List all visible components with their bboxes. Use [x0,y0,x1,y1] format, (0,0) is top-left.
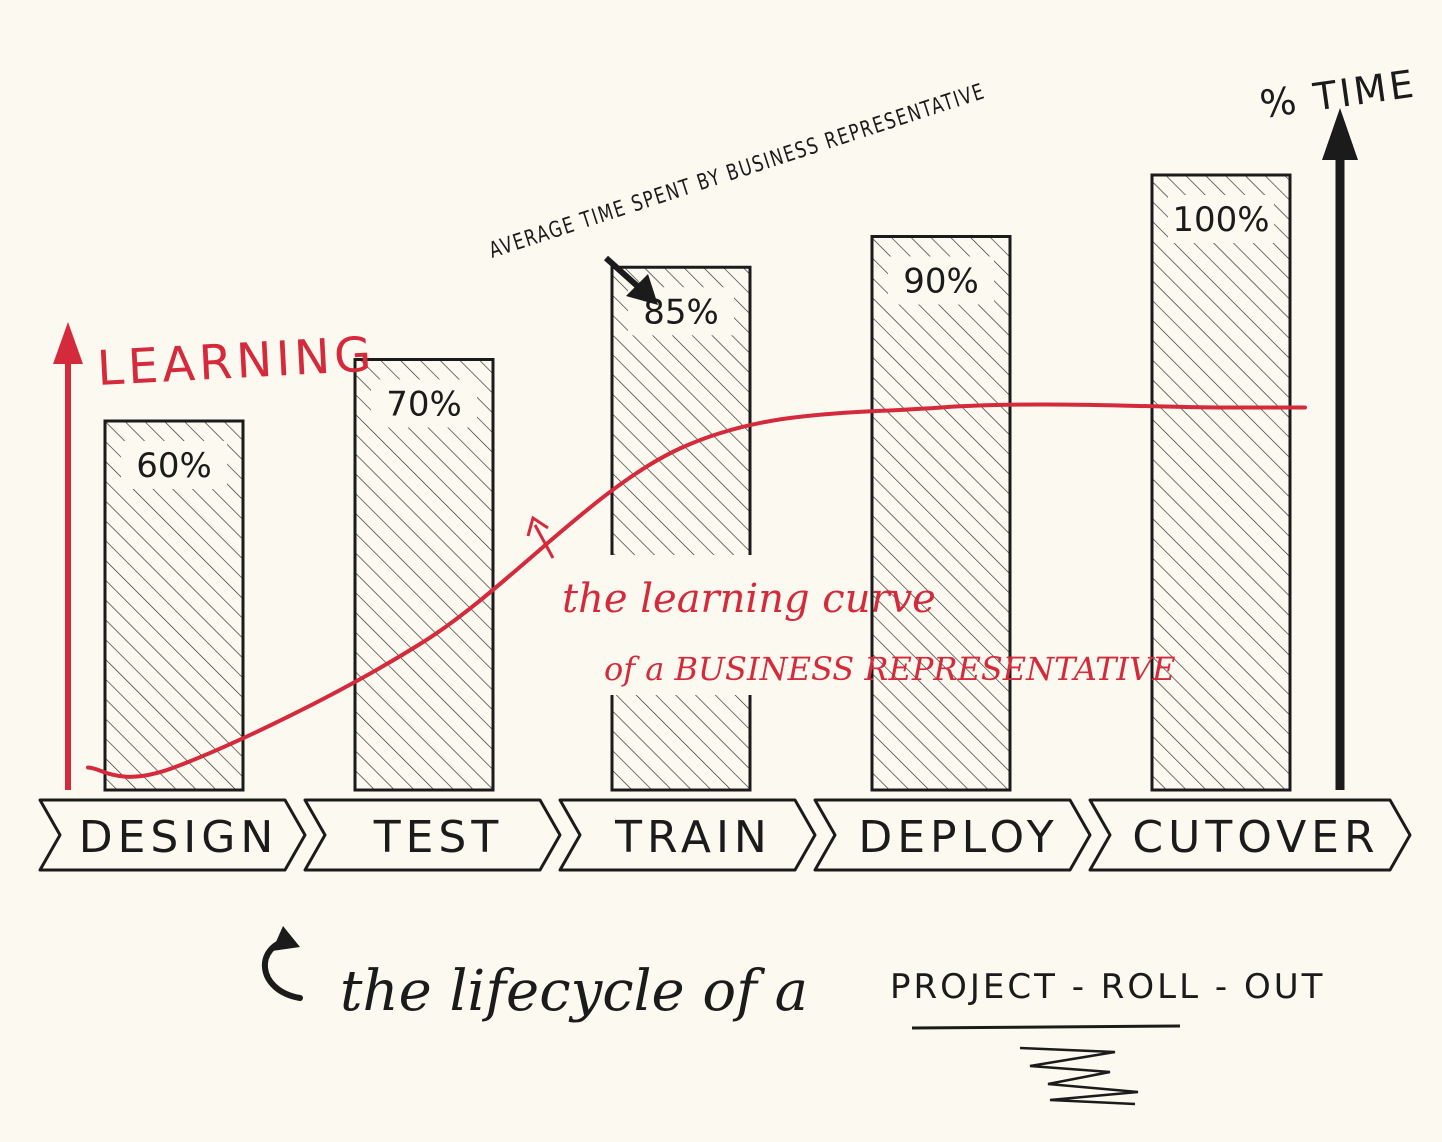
bar-value-label-test: 70% [386,385,462,425]
learning-axis [53,322,83,790]
bar-train [610,265,752,792]
phase-train [558,798,817,872]
annotation-arrow-icon [603,255,658,305]
bar-label-backdrop-cutover [1168,195,1274,243]
curve-annotation-line1: the learning curve [562,576,936,622]
phase-test [303,798,562,872]
time-axis [1322,108,1358,790]
bar-label-backdrop-design [121,441,227,489]
caption-curl-arrow-icon [262,926,303,1001]
learning-axis-label: LEARNING [96,326,377,396]
curve-annotation-line2: of a BUSINESS REPRESENTATIVE [604,650,1176,688]
annotation-clearing [610,555,752,695]
caption-script: the lifecycle of a [340,959,808,1024]
caption-caps: PROJECT - ROLL - OUT [890,967,1325,1007]
caption-underline-scribble [911,1024,1181,1106]
bar-cutover [1150,173,1292,792]
phase-band: DESIGN TEST TRAIN DEPLOY CUTOVER [38,798,1412,872]
phase-deploy [813,798,1092,872]
curve-annotation-arrow-icon [526,515,555,559]
bar-label-backdrop-deploy [888,256,994,305]
bar-value-label-design: 60% [136,446,212,486]
phase-design [38,798,307,872]
bar-deploy [870,235,1012,792]
phase-cutover [1088,798,1412,872]
phase-label-train: TRAIN [614,812,772,863]
bar-value-label-cutover: 100% [1172,200,1269,240]
phase-label-deploy: DEPLOY [858,812,1058,863]
phase-label-test: TEST [373,812,503,863]
phase-label-cutover: CUTOVER [1132,812,1379,863]
bar-label-backdrop-test [371,379,477,428]
bars-layer: 60%70%85%90%100% [103,173,1292,792]
phase-label-design: DESIGN [79,812,279,863]
learning-curve [86,402,1307,779]
bar-value-label-deploy: 90% [903,262,979,302]
bar-test [353,358,495,792]
